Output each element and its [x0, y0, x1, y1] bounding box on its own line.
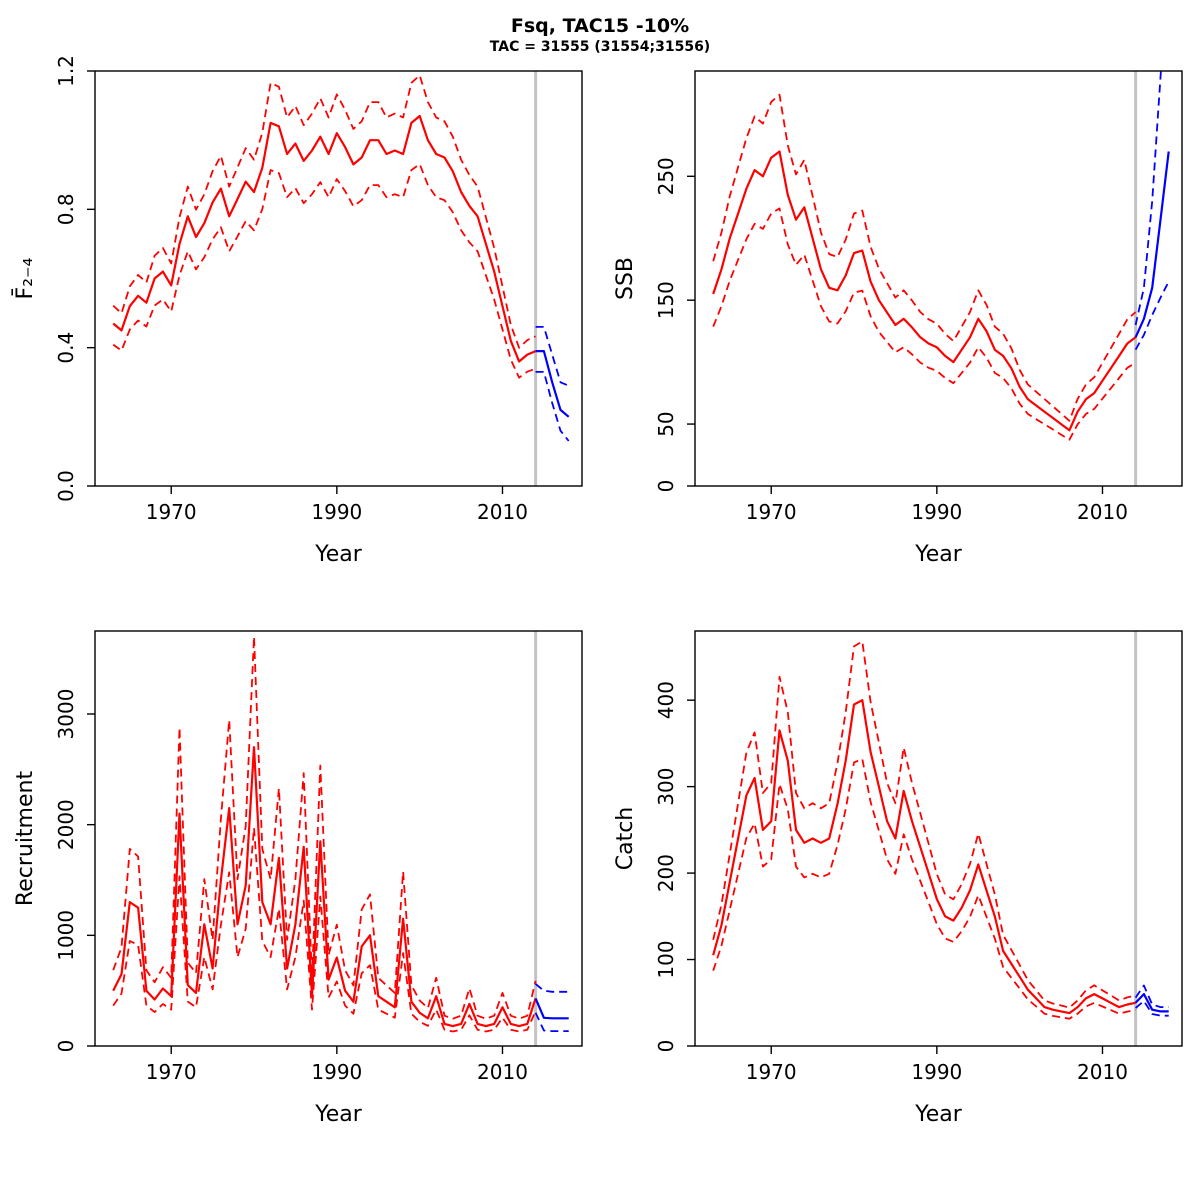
svg-text:1990: 1990 [311, 500, 362, 524]
svg-text:Recruitment: Recruitment [13, 771, 38, 907]
svg-text:0.0: 0.0 [54, 470, 78, 502]
ssb-panel: 1970 1990 2010 0 50 150 250 Year SSB [600, 56, 1200, 616]
svg-text:1970: 1970 [746, 1060, 797, 1084]
catch-panel: 1970 1990 2010 0 100 200 300 400 Year Catch [600, 616, 1200, 1176]
svg-text:1990: 1990 [311, 1060, 362, 1084]
svg-text:1000: 1000 [54, 910, 78, 961]
svg-text:300: 300 [654, 768, 678, 806]
svg-text:2010: 2010 [477, 1060, 528, 1084]
svg-text:Year: Year [314, 1102, 363, 1127]
svg-text:1970: 1970 [146, 500, 197, 524]
svg-text:400: 400 [654, 681, 678, 719]
svg-text:Year: Year [314, 542, 363, 567]
fbar-panel: 1970 1990 2010 0.0 0.4 0.8 1.2 Year F̄₂₋₄ [0, 56, 600, 616]
svg-text:0.8: 0.8 [54, 193, 78, 225]
svg-text:100: 100 [654, 940, 678, 978]
svg-text:1970: 1970 [746, 500, 797, 524]
catch-chart: 1970 1990 2010 0 100 200 300 400 Year Catch [613, 630, 1183, 1127]
svg-text:Catch: Catch [613, 807, 638, 871]
svg-text:Year: Year [914, 1102, 963, 1127]
svg-text:0: 0 [54, 1040, 78, 1053]
svg-text:0: 0 [654, 480, 678, 493]
svg-text:1990: 1990 [911, 1060, 962, 1084]
page-title: Fsq, TAC15 -10% [510, 15, 690, 37]
svg-text:0: 0 [654, 1040, 678, 1053]
svg-text:150: 150 [654, 281, 678, 319]
svg-text:0.4: 0.4 [54, 332, 78, 364]
svg-text:50: 50 [654, 411, 678, 436]
recruitment-chart: 1970 1990 2010 0 1000 2000 3000 Year Recruitment [13, 630, 583, 1127]
svg-text:200: 200 [654, 854, 678, 892]
svg-text:3000: 3000 [54, 689, 78, 740]
svg-text:2000: 2000 [54, 799, 78, 850]
svg-text:2010: 2010 [477, 500, 528, 524]
svg-text:1.2: 1.2 [54, 56, 78, 87]
svg-text:1970: 1970 [146, 1060, 197, 1084]
svg-text:2010: 2010 [1077, 500, 1128, 524]
page-subtitle: TAC = 31555 (31554;31556) [489, 39, 711, 55]
svg-text:1990: 1990 [911, 500, 962, 524]
svg-text:2010: 2010 [1077, 1060, 1128, 1084]
svg-text:F̄₂₋₄: F̄₂₋₄ [12, 257, 38, 299]
fbar-chart: 1970 1990 2010 0.0 0.4 0.8 1.2 Year F̄₂₋₄ [12, 56, 583, 567]
ssb-chart: 1970 1990 2010 0 50 150 250 Year SSB [613, 70, 1183, 567]
svg-text:250: 250 [654, 157, 678, 195]
recruitment-panel: 1970 1990 2010 0 1000 2000 3000 Year Recruitment [0, 616, 600, 1176]
chart-grid: 1970 1990 2010 0.0 0.4 0.8 1.2 Year F̄₂₋₄ 1970 19… [0, 56, 1200, 1176]
svg-text:Year: Year [914, 542, 963, 567]
plot-header: Fsq, TAC15 -10% TAC = 31555 (31554;31556… [0, 0, 1200, 56]
svg-text:SSB: SSB [613, 257, 638, 300]
